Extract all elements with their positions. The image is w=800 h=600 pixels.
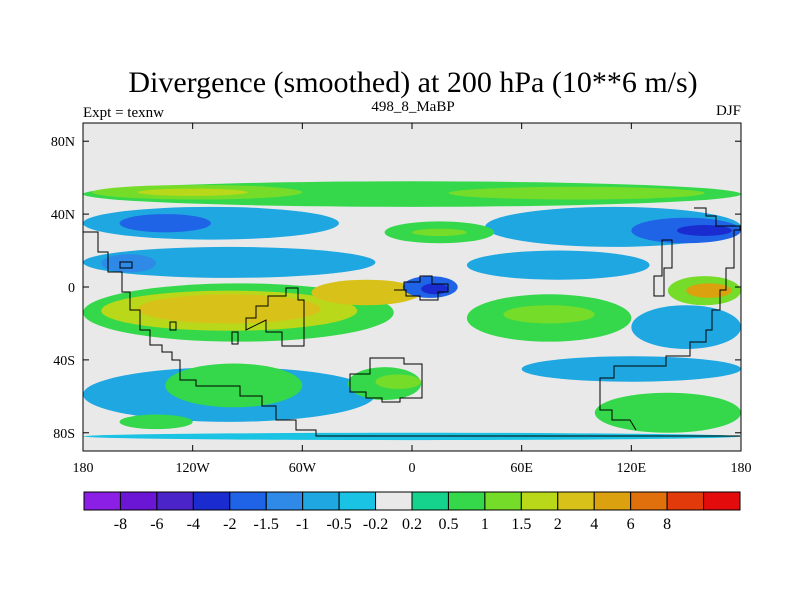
field-region-26 (165, 363, 303, 408)
colorbar: -8 -6 -4 -2 -1.5 -1 -0.5 -0.2 0.2 0.5 1 1.5 2 4 6 8 (83, 491, 741, 533)
field-region-29 (521, 356, 741, 382)
colorbar-swatch-16 (666, 491, 705, 511)
asia-coast-east (599, 207, 741, 431)
colorbar-swatch-12 (520, 491, 559, 511)
x-tick-label-2: 60W (289, 461, 317, 476)
colorbar-swatch-8 (375, 491, 413, 511)
field-region-28 (375, 374, 422, 390)
colorbar-label-5: -1 (296, 516, 309, 533)
field-region-32 (119, 414, 193, 430)
divergence-field (83, 181, 741, 441)
field-region-10 (412, 228, 467, 236)
field-region-16 (137, 294, 321, 324)
field-region-24 (686, 283, 732, 298)
colorbar-label-6: -0.5 (326, 516, 351, 533)
y-tick-label-1: 40N (51, 208, 75, 223)
colorbar-swatch-15 (630, 491, 668, 511)
colorbar-label-9: 0.5 (438, 516, 458, 533)
field-region-21 (503, 305, 595, 324)
y-tick-label-3: 40S (53, 354, 75, 369)
colorbar-swatch-4 (229, 491, 267, 511)
colorbar-swatch-9 (411, 491, 449, 511)
colorbar-label-11: 1.5 (511, 516, 531, 533)
colorbar-swatch-3 (192, 491, 231, 511)
colorbar-label-8: 0.2 (402, 516, 422, 533)
colorbar-label-1: -6 (150, 516, 163, 533)
field-region-30 (594, 392, 741, 433)
colorbar-label-10: 1 (481, 516, 489, 533)
colorbar-swatch-1 (119, 491, 158, 511)
x-tick-label-1: 120W (176, 461, 211, 476)
colorbar-label-3: -2 (223, 516, 236, 533)
season-label: DJF (716, 103, 741, 119)
central-america-coastline (245, 287, 305, 347)
x-tick-label-4: 60E (510, 461, 533, 476)
x-tick-label-5: 120E (617, 461, 647, 476)
x-tick-label-3: 0 (409, 461, 416, 476)
y-tick-label-2: 0 (68, 281, 75, 296)
field-region-13 (466, 250, 650, 280)
x-tick-label-0: 180 (73, 461, 94, 476)
colorbar-swatch-5 (265, 491, 304, 511)
colorbar-swatch-11 (484, 491, 522, 511)
island-outlines (119, 261, 239, 345)
colorbar-label-12: 2 (554, 516, 562, 533)
y-tick-label-4: 80S (53, 427, 75, 442)
colorbar-swatch-2 (156, 491, 194, 511)
x-tick-label-6: 180 (731, 461, 752, 476)
colorbar-label-4: -1.5 (254, 516, 279, 533)
field-region-8 (677, 225, 732, 236)
colorbar-label-0: -8 (114, 516, 127, 533)
field-region-22 (631, 305, 741, 349)
colorbar-label-13: 4 (590, 516, 598, 533)
y-tick-label-0: 80N (51, 135, 75, 150)
colorbar-label-7: -0.2 (363, 516, 388, 533)
asia-coast-west (653, 239, 673, 297)
y-axis: 80N 40N 0 40S 80S (51, 135, 741, 442)
colorbar-swatch-17 (703, 491, 741, 511)
africa-coastline (349, 357, 423, 403)
colorbar-label-15: 8 (663, 516, 671, 533)
europe-coastline (394, 275, 449, 301)
field-region-12 (101, 254, 157, 273)
field-region-5 (119, 214, 211, 233)
field-region-2 (137, 188, 248, 196)
colorbar-swatch-6 (302, 491, 340, 511)
experiment-label: Expt = texnw (83, 105, 164, 121)
colorbar-swatch-10 (447, 491, 486, 511)
coastline-outlines (83, 207, 741, 437)
colorbar-swatch-7 (338, 491, 377, 511)
colorbar-label-2: -4 (187, 516, 200, 533)
x-axis: 180 120W 60W 0 60E 120E 180 (73, 123, 752, 476)
colorbar-label-14: 6 (627, 516, 635, 533)
americas-coastline (83, 231, 740, 437)
field-region-3 (448, 186, 705, 200)
run-label: 498_8_MaBP (371, 99, 454, 115)
chart-title: Divergence (smoothed) at 200 hPa (10**6 … (128, 66, 697, 99)
colorbar-swatch-0 (83, 491, 121, 511)
field-region-11 (83, 246, 376, 278)
field-region-17 (311, 279, 422, 306)
colorbar-swatch-13 (557, 491, 595, 511)
field-region-19 (421, 283, 449, 295)
colorbar-swatch-14 (593, 491, 632, 511)
